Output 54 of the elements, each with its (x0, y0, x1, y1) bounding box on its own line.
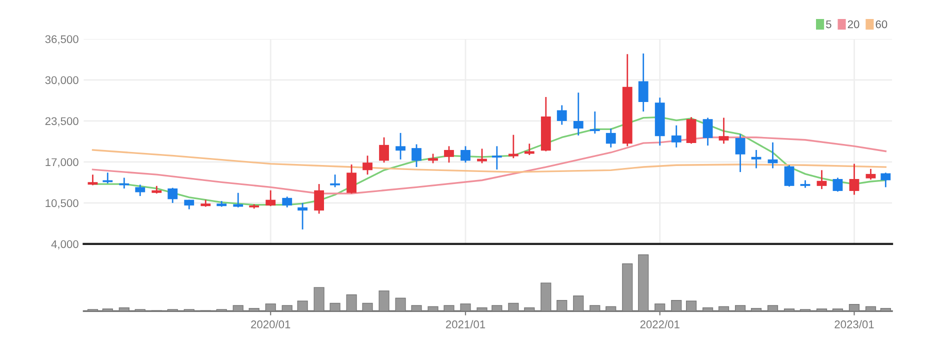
candlestick (880, 172, 891, 188)
candlestick (314, 183, 324, 214)
candlestick (718, 117, 729, 144)
candlestick (638, 52, 648, 112)
legend-label: 5 (826, 20, 832, 28)
candlestick (88, 174, 98, 186)
legend-label: 60 (876, 20, 888, 28)
y-tick-label: 4,000 (51, 240, 78, 250)
candlestick (671, 124, 682, 148)
x-tick-label: 2023/01 (834, 320, 874, 328)
candlestick (298, 202, 308, 230)
candlestick (362, 154, 372, 176)
candlestick (702, 117, 713, 146)
candlestick (460, 145, 470, 164)
candlestick (396, 132, 406, 160)
candlestick (412, 144, 422, 168)
y-tick-label: 23,500 (45, 117, 78, 126)
line-series (92, 149, 886, 173)
candlestick (477, 148, 487, 164)
candlestick (784, 164, 794, 188)
candlestick (346, 164, 356, 194)
candlestick (606, 128, 616, 148)
candlestick (816, 169, 827, 190)
x-tick-label: 2021/01 (446, 320, 486, 328)
candlestick (266, 190, 276, 207)
candlestick (573, 92, 584, 136)
x-tick-label: 2022/01 (640, 320, 680, 328)
candlestick (751, 149, 762, 169)
candlestick (866, 168, 876, 180)
candlestick (444, 145, 454, 164)
candlestick (102, 172, 113, 184)
candlestick (492, 145, 502, 170)
y-tick-label: 30,000 (45, 76, 78, 86)
candlestick (428, 153, 438, 164)
candlestick (119, 177, 130, 190)
candlestick (556, 104, 567, 126)
y-tick-label: 10,500 (46, 199, 78, 208)
candlestick (508, 134, 518, 159)
candlestick (233, 192, 244, 208)
candlestick (379, 136, 389, 164)
x-tick-label: 2020/01 (251, 320, 290, 328)
candlestick (135, 184, 146, 197)
candlestick (686, 116, 696, 144)
candlestick (832, 177, 843, 192)
candlestick (735, 134, 746, 173)
candlestick (524, 142, 534, 156)
candlestick (590, 110, 600, 134)
y-tick-label: 36,500 (45, 35, 78, 44)
legend-label: 20 (848, 20, 860, 28)
candlestick (168, 187, 178, 204)
candlestick (849, 163, 860, 196)
candlestick (282, 196, 292, 208)
y-tick-label: 17,000 (46, 158, 78, 168)
candlestick (330, 174, 340, 188)
